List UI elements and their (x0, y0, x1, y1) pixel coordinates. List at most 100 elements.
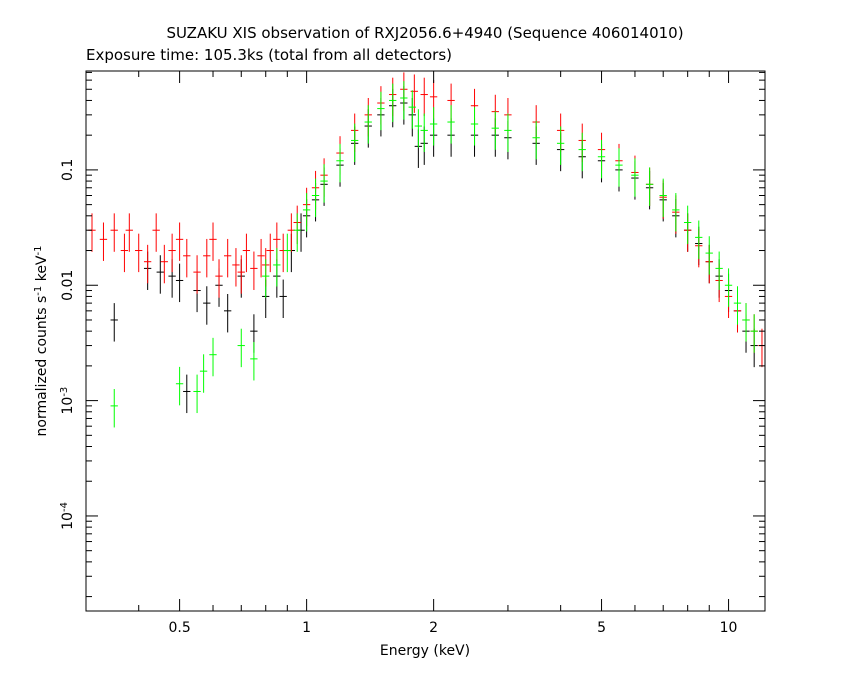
data-point (110, 213, 118, 252)
data-point (262, 259, 270, 298)
plot-frame (85, 70, 766, 612)
data-point (250, 251, 258, 290)
data-point (578, 132, 586, 172)
data-point (491, 111, 499, 150)
data-point (659, 178, 667, 218)
x-tick-label: 0.5 (168, 620, 190, 636)
data-point (183, 374, 191, 414)
axis-layer: 0.5 1 2 5 10 10-4 10-3 0.01 0.1 (59, 71, 765, 636)
data-point (429, 107, 438, 146)
data-point (293, 213, 301, 252)
series-0 (110, 86, 758, 414)
y-tick-label: 0.01 (60, 270, 76, 301)
data-point (237, 255, 245, 294)
data-point (336, 143, 344, 183)
data-point (631, 158, 639, 197)
data-point (389, 83, 397, 123)
x-tick-label: 10 (720, 620, 738, 636)
data-point (175, 222, 184, 261)
data-point (672, 193, 680, 232)
data-point (377, 91, 385, 131)
data-point (193, 255, 201, 294)
data-point (199, 354, 208, 393)
data-point (504, 113, 512, 152)
data-point (420, 77, 428, 117)
data-point (88, 213, 96, 252)
data-point (311, 178, 320, 218)
data-point (193, 374, 201, 414)
data-point (250, 342, 258, 381)
data-point (645, 167, 654, 206)
data-point (183, 238, 191, 278)
data-point (297, 213, 305, 252)
x-tick-label: 2 (429, 620, 438, 636)
data-point (532, 120, 540, 160)
data-point (110, 389, 118, 428)
data-point (597, 139, 606, 179)
data-point (223, 238, 232, 278)
data-point (160, 244, 168, 284)
data-point (447, 105, 455, 144)
data-point (237, 328, 245, 368)
data-point (203, 238, 211, 278)
data-point (215, 259, 223, 298)
data-point (715, 251, 723, 290)
data-point (273, 248, 281, 287)
series-2 (110, 81, 758, 428)
data-point (279, 279, 287, 319)
chart-subtitle: Exposure time: 105.3ks (total from all d… (86, 46, 452, 64)
data-layer (88, 72, 765, 428)
x-tick-label: 5 (597, 620, 606, 636)
data-point (232, 248, 240, 287)
data-point (350, 123, 359, 163)
data-point (724, 268, 733, 307)
x-axis-label: Energy (keV) (380, 643, 470, 659)
y-tick-label: 10-3 (59, 387, 77, 415)
data-point (742, 303, 750, 342)
data-point (125, 213, 133, 252)
data-point (556, 126, 565, 165)
data-point (287, 213, 295, 252)
data-point (242, 233, 251, 273)
data-point (223, 293, 232, 333)
data-point (203, 286, 211, 325)
data-point (257, 238, 265, 278)
data-point (175, 366, 184, 406)
data-point (175, 263, 184, 303)
data-point (470, 107, 479, 146)
data-point (283, 233, 291, 273)
y-tick-label: 0.1 (60, 159, 76, 181)
y-axis-label: normalized counts s-1 keV-1 (33, 246, 51, 437)
data-point (135, 233, 143, 273)
data-point (209, 337, 217, 377)
data-point (143, 244, 152, 284)
data-point (209, 222, 217, 261)
data-point (152, 213, 160, 252)
data-point (414, 109, 422, 148)
data-point (279, 233, 287, 273)
data-point (615, 148, 623, 187)
data-point (168, 233, 176, 273)
data-point (266, 233, 274, 273)
data-point (733, 286, 742, 325)
data-point (120, 233, 129, 273)
x-tick-label: 1 (302, 620, 311, 636)
y-axis-label-part-1: normalized counts s (34, 296, 50, 437)
data-point (705, 236, 713, 275)
data-point (400, 81, 408, 120)
data-point (695, 220, 703, 259)
data-point (683, 205, 692, 245)
data-point (110, 303, 118, 342)
y-axis-label-exp-2: -1 (33, 246, 44, 256)
data-point (320, 164, 328, 203)
data-point (364, 105, 372, 144)
y-axis-label-exp-1: -1 (33, 286, 44, 296)
data-point (408, 90, 416, 129)
data-point (156, 255, 164, 294)
y-axis-label-part-2: keV (34, 255, 50, 286)
data-point (99, 222, 108, 261)
y-tick-label: 10-4 (59, 502, 77, 530)
data-point (420, 113, 428, 152)
data-point (758, 328, 765, 368)
